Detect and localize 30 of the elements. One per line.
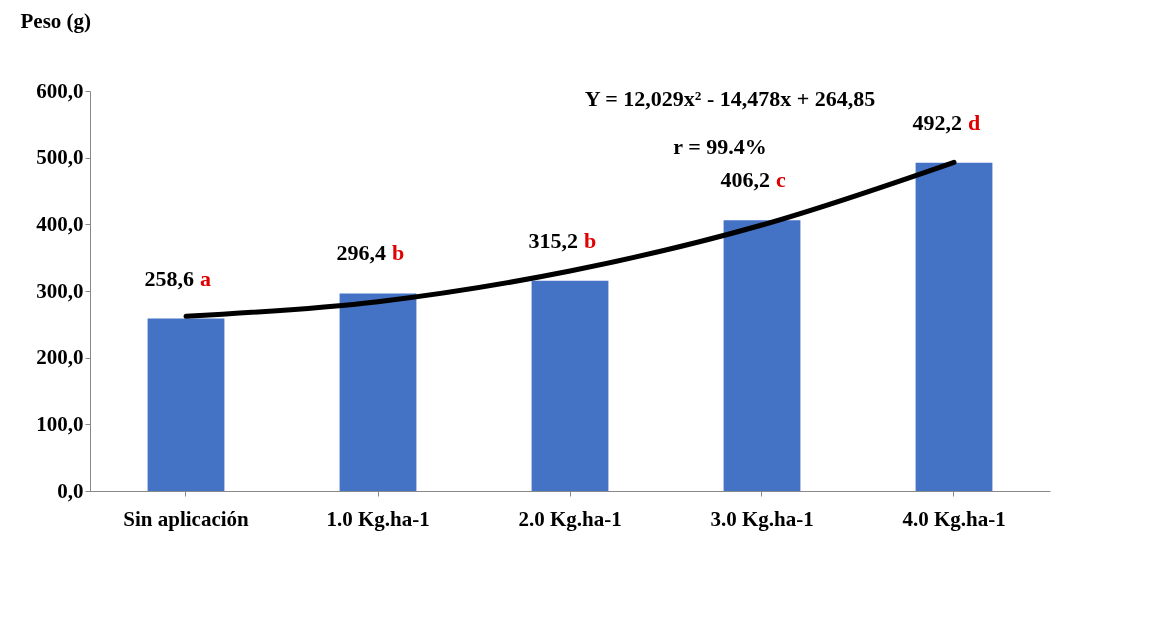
annotation: r = 99.4% <box>673 134 767 159</box>
data-label: 492,2 <box>912 109 962 135</box>
y-tick-label: 500,0 <box>36 145 84 170</box>
data-label: 258,6 <box>144 265 194 291</box>
y-axis-title: Peso (g) <box>20 8 92 33</box>
x-tick-label: 2.0 Kg.ha-1 <box>518 506 622 531</box>
bar <box>147 318 225 491</box>
x-tick-label: Sin aplicación <box>123 506 250 531</box>
annotation: b <box>584 227 597 253</box>
y-tick-label: 0,0 <box>57 478 84 503</box>
annotation: c <box>776 167 786 193</box>
bar <box>339 293 417 491</box>
data-label: 315,2 <box>528 227 578 253</box>
y-tick-label: 300,0 <box>36 278 84 303</box>
annotation: Y = 12,029x² - 14,478x + 264,85 <box>584 86 876 111</box>
x-tick-label: 3.0 Kg.ha-1 <box>710 506 814 531</box>
annotation: b <box>392 240 405 266</box>
x-tick-label: 1.0 Kg.ha-1 <box>326 506 430 531</box>
x-tick-label: 4.0 Kg.ha-1 <box>902 506 1006 531</box>
bar <box>723 220 801 491</box>
y-tick-label: 100,0 <box>36 411 84 436</box>
bar <box>531 280 609 491</box>
bar <box>915 162 993 491</box>
y-tick-label: 600,0 <box>36 78 84 103</box>
annotation: a <box>200 265 211 291</box>
data-label: 296,4 <box>336 240 386 266</box>
y-tick-label: 400,0 <box>36 211 84 236</box>
data-label: 406,2 <box>720 167 770 193</box>
annotation: d <box>968 109 981 135</box>
y-tick-label: 200,0 <box>36 345 84 370</box>
